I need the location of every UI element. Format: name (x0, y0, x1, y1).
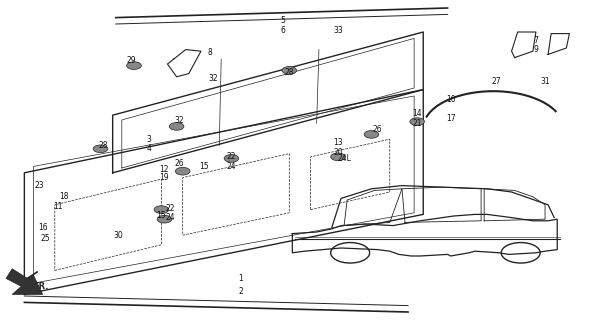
Text: 4: 4 (147, 144, 152, 153)
Text: 9: 9 (533, 45, 538, 54)
Text: 21: 21 (412, 119, 422, 128)
Circle shape (157, 215, 172, 223)
Text: 24: 24 (166, 213, 175, 222)
Text: 22: 22 (227, 152, 236, 161)
Circle shape (169, 123, 184, 130)
Text: 11: 11 (53, 202, 63, 211)
Polygon shape (6, 269, 43, 294)
Circle shape (331, 153, 345, 161)
Text: 19: 19 (160, 173, 169, 182)
Text: 28: 28 (284, 68, 294, 76)
Text: 18: 18 (59, 192, 69, 201)
Text: 25: 25 (41, 234, 51, 243)
Circle shape (93, 145, 108, 153)
Text: 10: 10 (446, 95, 456, 104)
Text: 30: 30 (114, 231, 124, 240)
Text: 28: 28 (99, 141, 108, 150)
Circle shape (175, 167, 190, 175)
Text: 7: 7 (533, 36, 538, 44)
Text: 27: 27 (491, 77, 501, 86)
Circle shape (224, 155, 239, 162)
Text: FR.: FR. (33, 282, 49, 291)
Text: 24: 24 (227, 162, 236, 171)
Text: 22: 22 (166, 204, 175, 212)
Text: 17: 17 (446, 114, 456, 123)
Text: 29: 29 (126, 56, 136, 65)
Text: 15: 15 (157, 212, 166, 220)
Text: 3: 3 (147, 135, 152, 144)
Text: 20: 20 (333, 148, 343, 156)
Text: 6: 6 (281, 26, 286, 35)
Text: 12: 12 (160, 165, 169, 174)
Text: 1: 1 (238, 274, 243, 283)
Text: 13: 13 (333, 138, 343, 147)
Text: 32: 32 (208, 74, 218, 83)
Circle shape (410, 118, 424, 125)
Text: 14: 14 (412, 109, 422, 118)
Circle shape (282, 67, 297, 74)
Text: 15: 15 (199, 162, 209, 171)
Text: 31: 31 (540, 77, 550, 86)
Circle shape (154, 206, 169, 213)
Text: 23: 23 (35, 181, 44, 190)
Text: 8: 8 (208, 48, 213, 57)
Text: 26: 26 (175, 159, 185, 168)
Text: 16: 16 (38, 223, 48, 232)
Text: 24L: 24L (337, 154, 351, 163)
Text: 5: 5 (281, 16, 286, 25)
Text: 32: 32 (175, 116, 185, 124)
Circle shape (127, 62, 141, 69)
Text: 26: 26 (373, 125, 382, 134)
Circle shape (364, 131, 379, 138)
Text: 33: 33 (333, 26, 343, 35)
Text: 2: 2 (238, 287, 243, 296)
